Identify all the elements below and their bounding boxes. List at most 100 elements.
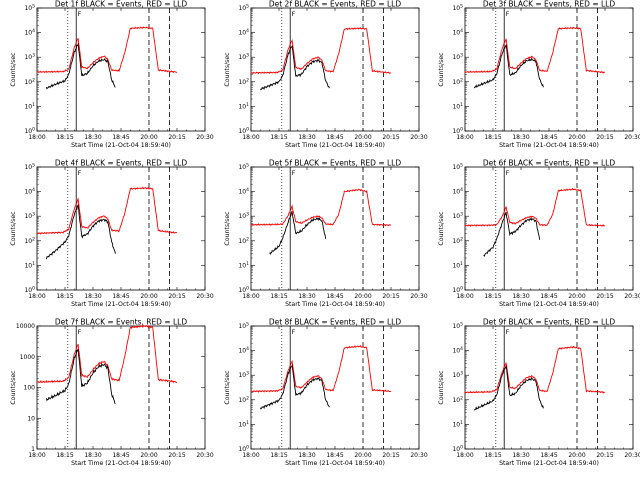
y-tick-exponent: 0 — [460, 127, 463, 133]
panel-det-6: Det 6f BLACK = Events, RED = LLD 18:00 18:… — [438, 159, 640, 309]
plot-frame — [250, 325, 420, 450]
x-tick-label: 20:30 — [196, 134, 213, 141]
x-tick-label: 20:15 — [596, 452, 613, 459]
x-tick-label: 20:15 — [596, 293, 613, 300]
y-tick-label: 101 — [24, 102, 35, 111]
x-tick-label: 18:45 — [112, 452, 129, 459]
y-tick-label: 1 — [31, 446, 35, 453]
x-tick-label: 18:15 — [484, 452, 501, 459]
y-axis-label: Counts/sec — [10, 211, 17, 246]
y-tick-exponent: 0 — [32, 286, 35, 292]
y-tick-exponent: 3 — [460, 53, 463, 59]
y-tick-label: 100 — [238, 127, 249, 136]
x-tick-label: 20:30 — [410, 134, 427, 141]
y-tick-label: 103 — [238, 53, 249, 62]
y-tick-exponent: 1 — [460, 420, 463, 426]
x-tick-label: 18:45 — [540, 452, 557, 459]
marker-label: F — [506, 170, 510, 177]
marker-label: F — [506, 329, 510, 336]
y-tick-label: 104 — [24, 187, 35, 196]
x-tick-label: 20:30 — [410, 452, 427, 459]
y-tick-label: 1000 — [20, 354, 35, 361]
series-lld-line — [464, 345, 606, 394]
y-tick-label: 101 — [238, 102, 249, 111]
series-events-line — [45, 203, 116, 260]
series-events-line — [260, 44, 330, 91]
x-tick-label: 20:30 — [196, 293, 213, 300]
series-lld-line — [250, 188, 392, 227]
y-tick-exponent: 2 — [246, 77, 249, 83]
panel-title: Det 6f BLACK = Events, RED = LLD — [483, 159, 616, 168]
x-tick-label: 20:15 — [596, 134, 613, 141]
panel-det-8: Det 8f BLACK = Events, RED = LLD 18:00 18:… — [224, 318, 428, 468]
y-tick-exponent: 4 — [460, 28, 463, 34]
y-tick-label: 102 — [452, 236, 463, 245]
y-tick-exponent: 2 — [32, 77, 35, 83]
y-tick-exponent: 1 — [460, 102, 463, 108]
x-tick-label: 18:30 — [512, 293, 529, 300]
x-axis-label: Start Time (21-Oct-04 18:59:40) — [71, 142, 171, 149]
y-tick-label: 105 — [452, 4, 463, 13]
y-tick-label: 101 — [452, 261, 463, 270]
y-tick-exponent: 1 — [246, 420, 249, 426]
y-tick-label: 105 — [238, 163, 249, 172]
panel-det-3: Det 3f BLACK = Events, RED = LLD 18:00 18:… — [438, 0, 640, 149]
y-tick-label: 102 — [24, 236, 35, 245]
y-tick-label: 101 — [238, 420, 249, 429]
panel-det-1: Det 1f BLACK = Events, RED = LLD 18:00 18:… — [10, 0, 214, 149]
y-axis-label: Counts/sec — [10, 52, 17, 87]
y-tick-exponent: 2 — [246, 236, 249, 242]
x-tick-label: 18:30 — [512, 134, 529, 141]
series-events-line — [259, 364, 330, 410]
marker-label: F — [506, 11, 510, 18]
panel-title: Det 4f BLACK = Events, RED = LLD — [55, 159, 188, 168]
y-tick-label: 105 — [452, 322, 463, 331]
x-tick-label: 20:30 — [624, 293, 640, 300]
x-axis-label: Start Time (21-Oct-04 18:59:40) — [285, 142, 385, 149]
panel-title: Det 3f BLACK = Events, RED = LLD — [483, 0, 616, 9]
y-tick-label: 105 — [24, 4, 35, 13]
x-tick-label: 18:30 — [84, 293, 101, 300]
x-tick-label: 18:00 — [242, 293, 259, 300]
x-tick-label: 18:15 — [56, 293, 73, 300]
x-tick-label: 20:15 — [382, 452, 399, 459]
y-tick-exponent: 5 — [460, 163, 463, 169]
panel-det-4: Det 4f BLACK = Events, RED = LLD 18:00 18:… — [10, 159, 214, 309]
y-tick-exponent: 5 — [32, 4, 35, 10]
y-tick-exponent: 1 — [460, 261, 463, 267]
x-tick-label: 18:00 — [456, 293, 473, 300]
y-tick-exponent: 0 — [246, 286, 249, 292]
y-tick-label: 105 — [452, 163, 463, 172]
x-tick-label: 18:15 — [484, 293, 501, 300]
plot-frame — [464, 7, 634, 132]
y-tick-exponent: 5 — [460, 4, 463, 10]
x-tick-label: 20:00 — [354, 452, 371, 459]
series-lld-line — [36, 186, 178, 235]
y-tick-label: 100 — [452, 127, 463, 136]
x-tick-label: 18:00 — [242, 134, 259, 141]
plot-frame — [36, 325, 206, 450]
series-events-line — [483, 211, 541, 257]
y-axis-label: Counts/sec — [224, 211, 231, 246]
y-tick-label: 103 — [452, 371, 463, 380]
series-lld-line — [250, 26, 392, 75]
y-tick-exponent: 4 — [246, 187, 249, 193]
y-axis-label: Counts/sec — [10, 370, 17, 405]
y-tick-label: 104 — [238, 346, 249, 355]
series-lld-line — [464, 26, 606, 74]
panel-det-7: Det 7f BLACK = Events, RED = LLD 18:00 18:… — [10, 318, 214, 468]
x-tick-label: 18:15 — [270, 293, 287, 300]
y-tick-label: 103 — [238, 371, 249, 380]
y-axis-label: Counts/sec — [438, 370, 445, 405]
y-axis-label: Counts/sec — [438, 52, 445, 87]
x-tick-label: 18:00 — [456, 134, 473, 141]
y-tick-label: 104 — [452, 187, 463, 196]
x-axis-label: Start Time (21-Oct-04 18:59:40) — [285, 301, 385, 308]
marker-label: F — [78, 170, 82, 177]
panel-title: Det 2f BLACK = Events, RED = LLD — [269, 0, 402, 9]
x-tick-label: 18:45 — [326, 293, 343, 300]
series-events-line — [269, 211, 327, 256]
x-tick-label: 20:30 — [624, 134, 640, 141]
y-tick-label: 103 — [24, 212, 35, 221]
y-tick-exponent: 1 — [246, 102, 249, 108]
